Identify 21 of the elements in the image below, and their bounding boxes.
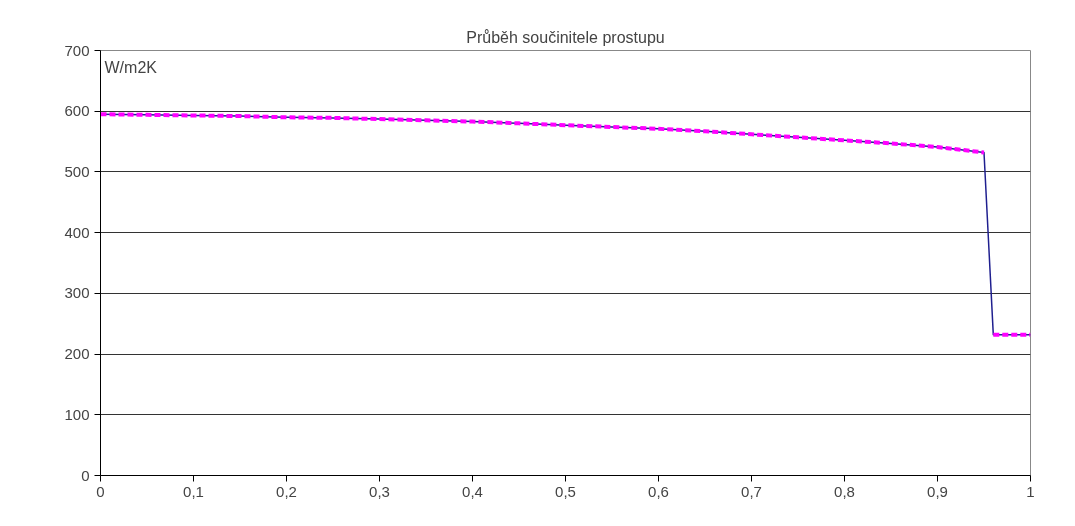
y-tick-label: 200 xyxy=(64,345,90,363)
chart-title: Průběh součinitele prostupu xyxy=(466,28,665,46)
x-tick-label: 0,2 xyxy=(276,482,297,500)
y-tick-label: 0 xyxy=(81,466,90,484)
x-tick-label: 0,8 xyxy=(834,482,855,500)
x-tick-label: 0,1 xyxy=(183,482,204,500)
y-axis-title: W/m2K xyxy=(104,59,158,76)
x-tick-label: 0,6 xyxy=(648,482,669,500)
y-tick-label: 100 xyxy=(64,405,90,423)
y-tick-label: 600 xyxy=(64,102,90,120)
y-tick-label: 400 xyxy=(64,223,90,241)
y-tick-label: 300 xyxy=(64,284,90,302)
y-tick-label: 700 xyxy=(64,41,90,59)
x-tick-label: 1 xyxy=(1026,482,1035,500)
x-tick-label: 0,4 xyxy=(462,482,483,500)
x-tick-label: 0,7 xyxy=(741,482,762,500)
x-tick-label: 0,9 xyxy=(927,482,948,500)
x-tick-label: 0 xyxy=(96,482,105,500)
x-tick-label: 0,5 xyxy=(555,482,576,500)
y-tick-label: 500 xyxy=(64,162,90,180)
x-tick-label: 0,3 xyxy=(369,482,390,500)
